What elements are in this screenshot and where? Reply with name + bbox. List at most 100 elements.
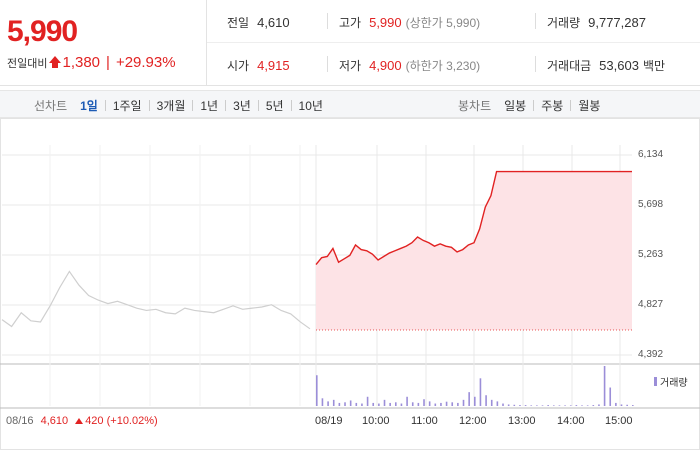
tab-line-5[interactable]: 5년	[265, 99, 284, 113]
tab-candle-2[interactable]: 월봉	[578, 99, 601, 113]
stat-open: 시가 4,915	[227, 57, 290, 74]
volume-bar	[620, 404, 623, 406]
volume-bar	[349, 400, 352, 406]
volume-bar	[428, 401, 431, 406]
y-tick-label: 5,263	[638, 249, 664, 260]
stat-sub: (하한가 3,230)	[405, 59, 481, 73]
tab-line-4[interactable]: 3년	[233, 99, 251, 113]
stat-value: 4,610	[257, 15, 290, 30]
volume-bar	[530, 405, 533, 406]
volume-legend-label: 거래량	[660, 378, 688, 389]
volume-bar	[479, 378, 482, 406]
volume-bar	[332, 399, 335, 406]
x-tick-label: 10:00	[362, 415, 390, 427]
volume-bar	[327, 401, 329, 406]
volume-legend-swatch	[654, 377, 657, 386]
prev-day-date: 08/16	[6, 415, 34, 427]
volume-bar	[490, 399, 493, 406]
volume-bar	[457, 402, 459, 406]
volume-bar	[366, 396, 369, 406]
stat-prev-close: 전일 4,610	[227, 14, 290, 31]
stats-row: 전일 4,610 고가 5,990 (상한가 5,990) 거래량 9,777,287	[207, 0, 700, 43]
volume-bar	[507, 404, 510, 406]
stat-key: 시가	[227, 59, 250, 73]
divider	[535, 13, 536, 29]
volume-bar	[400, 403, 403, 406]
volume-bar	[434, 403, 437, 406]
change-label: 전일대비	[7, 57, 48, 70]
line-chart-label: 선차트	[34, 99, 68, 113]
today-area-fill	[316, 171, 632, 330]
prev-day-change-amount: 420	[85, 415, 104, 427]
volume-bar	[496, 401, 499, 406]
volume-bar	[451, 402, 454, 406]
current-price: 5,990	[7, 15, 78, 48]
change-percent: +29.93%	[115, 54, 176, 71]
candle-chart-tabs: 봉차트 일봉 주봉 월봉	[458, 97, 600, 114]
divider	[535, 56, 536, 72]
volume-bar	[564, 405, 566, 406]
y-tick-label: 4,827	[638, 299, 664, 311]
volume-bar	[536, 405, 538, 406]
stat-value: 9,777,287	[588, 15, 646, 30]
tab-line-3[interactable]: 1년	[200, 99, 219, 113]
divider	[327, 13, 328, 29]
tab-divider	[225, 100, 227, 111]
tab-line-0[interactable]: 1일	[80, 99, 98, 113]
x-tick-label: 11:00	[411, 415, 438, 427]
volume-bar	[417, 402, 420, 406]
y-tick-label: 5,698	[638, 199, 664, 211]
prev-day-info: 08/16 4,610 420 (+10.02%)	[6, 415, 158, 427]
line-chart-tabs: 선차트 1일 1주일 3개월 1년 3년 5년 10년	[34, 97, 323, 114]
volume-bar	[569, 405, 572, 406]
volume-bar	[553, 405, 555, 406]
volume-bar	[547, 405, 549, 406]
volume-bar	[632, 405, 634, 406]
y-tick-label: 6,134	[638, 149, 664, 160]
volume-bar	[406, 396, 408, 406]
tab-divider	[257, 100, 259, 111]
volume-bar	[355, 402, 358, 406]
tab-candle-1[interactable]: 주봉	[541, 99, 564, 113]
volume-bar	[592, 405, 595, 406]
stat-trade-value: 거래대금 53,603 백만	[547, 57, 665, 74]
volume-bar	[474, 396, 476, 406]
stat-value: 5,990	[369, 15, 402, 30]
volume-bar	[519, 405, 521, 406]
y-tick-label: 4,392	[638, 349, 664, 360]
tab-divider	[104, 100, 106, 111]
divider	[327, 56, 328, 72]
stat-key: 거래대금	[547, 59, 592, 73]
stat-key: 거래량	[547, 16, 581, 30]
x-tick-label: 13:00	[508, 415, 536, 427]
stat-sub: 백만	[642, 59, 666, 73]
volume-bar	[513, 404, 516, 406]
tab-line-2[interactable]: 3개월	[156, 99, 186, 113]
prev-day-close: 4,610	[40, 415, 69, 427]
volume-bar	[502, 403, 504, 406]
volume-bar	[440, 402, 442, 406]
volume-bar	[383, 399, 386, 406]
volume-legend: 거래량	[654, 374, 688, 389]
stat-value: 4,915	[257, 58, 290, 73]
tab-divider	[533, 100, 535, 111]
up-arrow-icon	[49, 56, 62, 68]
stat-key: 저가	[339, 59, 362, 73]
volume-bar	[524, 405, 527, 406]
tab-line-1[interactable]: 1주일	[112, 99, 142, 113]
tab-divider	[148, 100, 150, 111]
today-series-line	[315, 170, 632, 265]
change-amount: 1,380	[62, 54, 101, 71]
volume-bar	[445, 401, 448, 406]
tab-divider	[570, 100, 572, 111]
x-tick-label: 08/19	[315, 415, 343, 427]
tab-line-6[interactable]: 10년	[298, 99, 323, 113]
price-chart[interactable]: 6,134 5,698 5,263 4,827 4,392 08/19 10:00 11:0…	[0, 118, 700, 450]
volume-bar	[423, 399, 425, 406]
volume-bar	[411, 402, 414, 406]
candle-chart-label: 봉차트	[458, 99, 492, 113]
stat-value: 53,603	[599, 58, 639, 73]
tab-candle-0[interactable]: 일봉	[504, 99, 527, 113]
volume-bar	[462, 399, 465, 406]
volume-bar	[389, 402, 391, 406]
